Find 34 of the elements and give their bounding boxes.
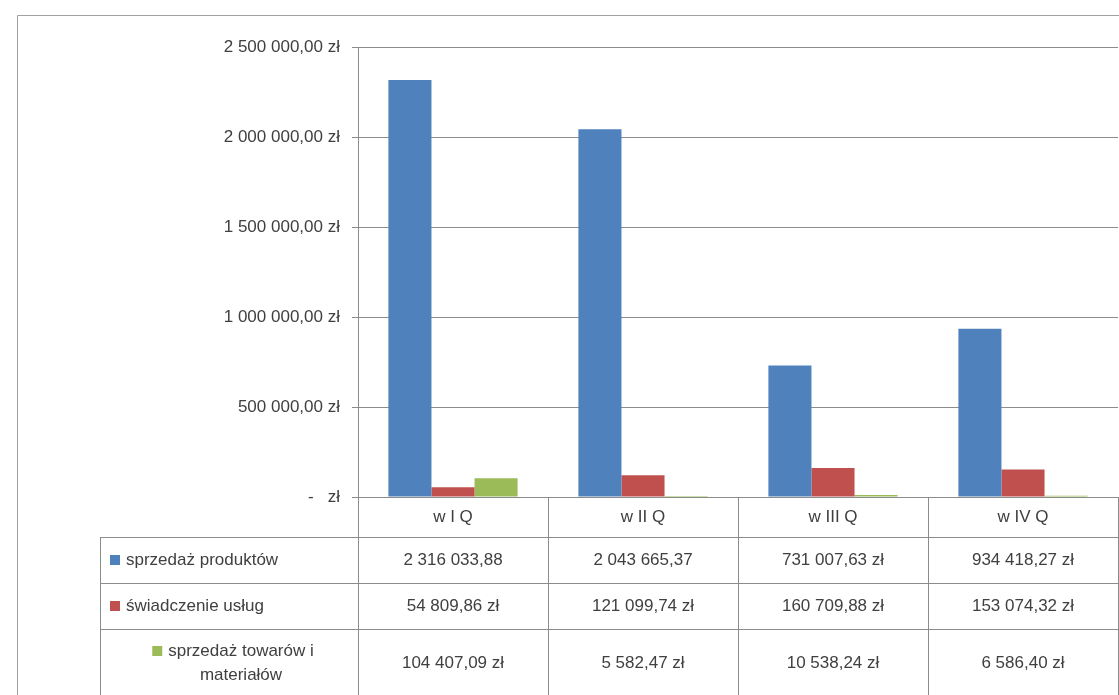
legend-label: świadczenie usług [126, 595, 264, 615]
legend-label: sprzedaż towarów i materiałów [168, 640, 314, 684]
bar [474, 478, 518, 497]
y-tick-label: 2 500 000,00 zł [223, 36, 341, 56]
y-tick-label: 500 000,00 zł [237, 396, 341, 416]
y-tick-label: 1 000 000,00 zł [223, 306, 341, 326]
x-tick-label: w III Q [807, 506, 858, 526]
data-label: 934 418,27 zł [971, 549, 1075, 569]
y-tick-label: 2 000 000,00 zł [223, 126, 341, 146]
bar [958, 328, 1002, 497]
y-tick-label: - zł [307, 486, 341, 506]
x-tick-label: w I Q [432, 506, 473, 526]
data-label: 54 809,86 zł [406, 595, 500, 615]
data-label: 2 316 033,88 [403, 549, 503, 569]
bar [431, 487, 475, 497]
x-tick-label: w IV Q [996, 506, 1049, 526]
bar [621, 475, 665, 497]
data-label: 6 586,40 zł [981, 652, 1065, 672]
data-label: 731 007,63 zł [781, 549, 885, 569]
data-label: 160 709,88 zł [781, 595, 885, 615]
data-label: 10 538,24 zł [786, 652, 880, 672]
legend-label: sprzedaż produktów [126, 549, 279, 569]
data-label: 121 099,74 zł [591, 595, 695, 615]
x-tick-label: w II Q [619, 506, 666, 526]
y-tick-label: 1 500 000,00 zł [223, 216, 341, 236]
bar [1001, 469, 1045, 497]
bar [811, 468, 855, 497]
data-label: 2 043 665,37 [593, 549, 693, 569]
data-label: 104 407,09 zł [401, 652, 505, 672]
data-label: 153 074,32 zł [971, 595, 1075, 615]
bar [388, 80, 432, 497]
data-label: 5 582,47 zł [601, 652, 685, 672]
bar [578, 129, 622, 497]
bar [768, 365, 812, 497]
